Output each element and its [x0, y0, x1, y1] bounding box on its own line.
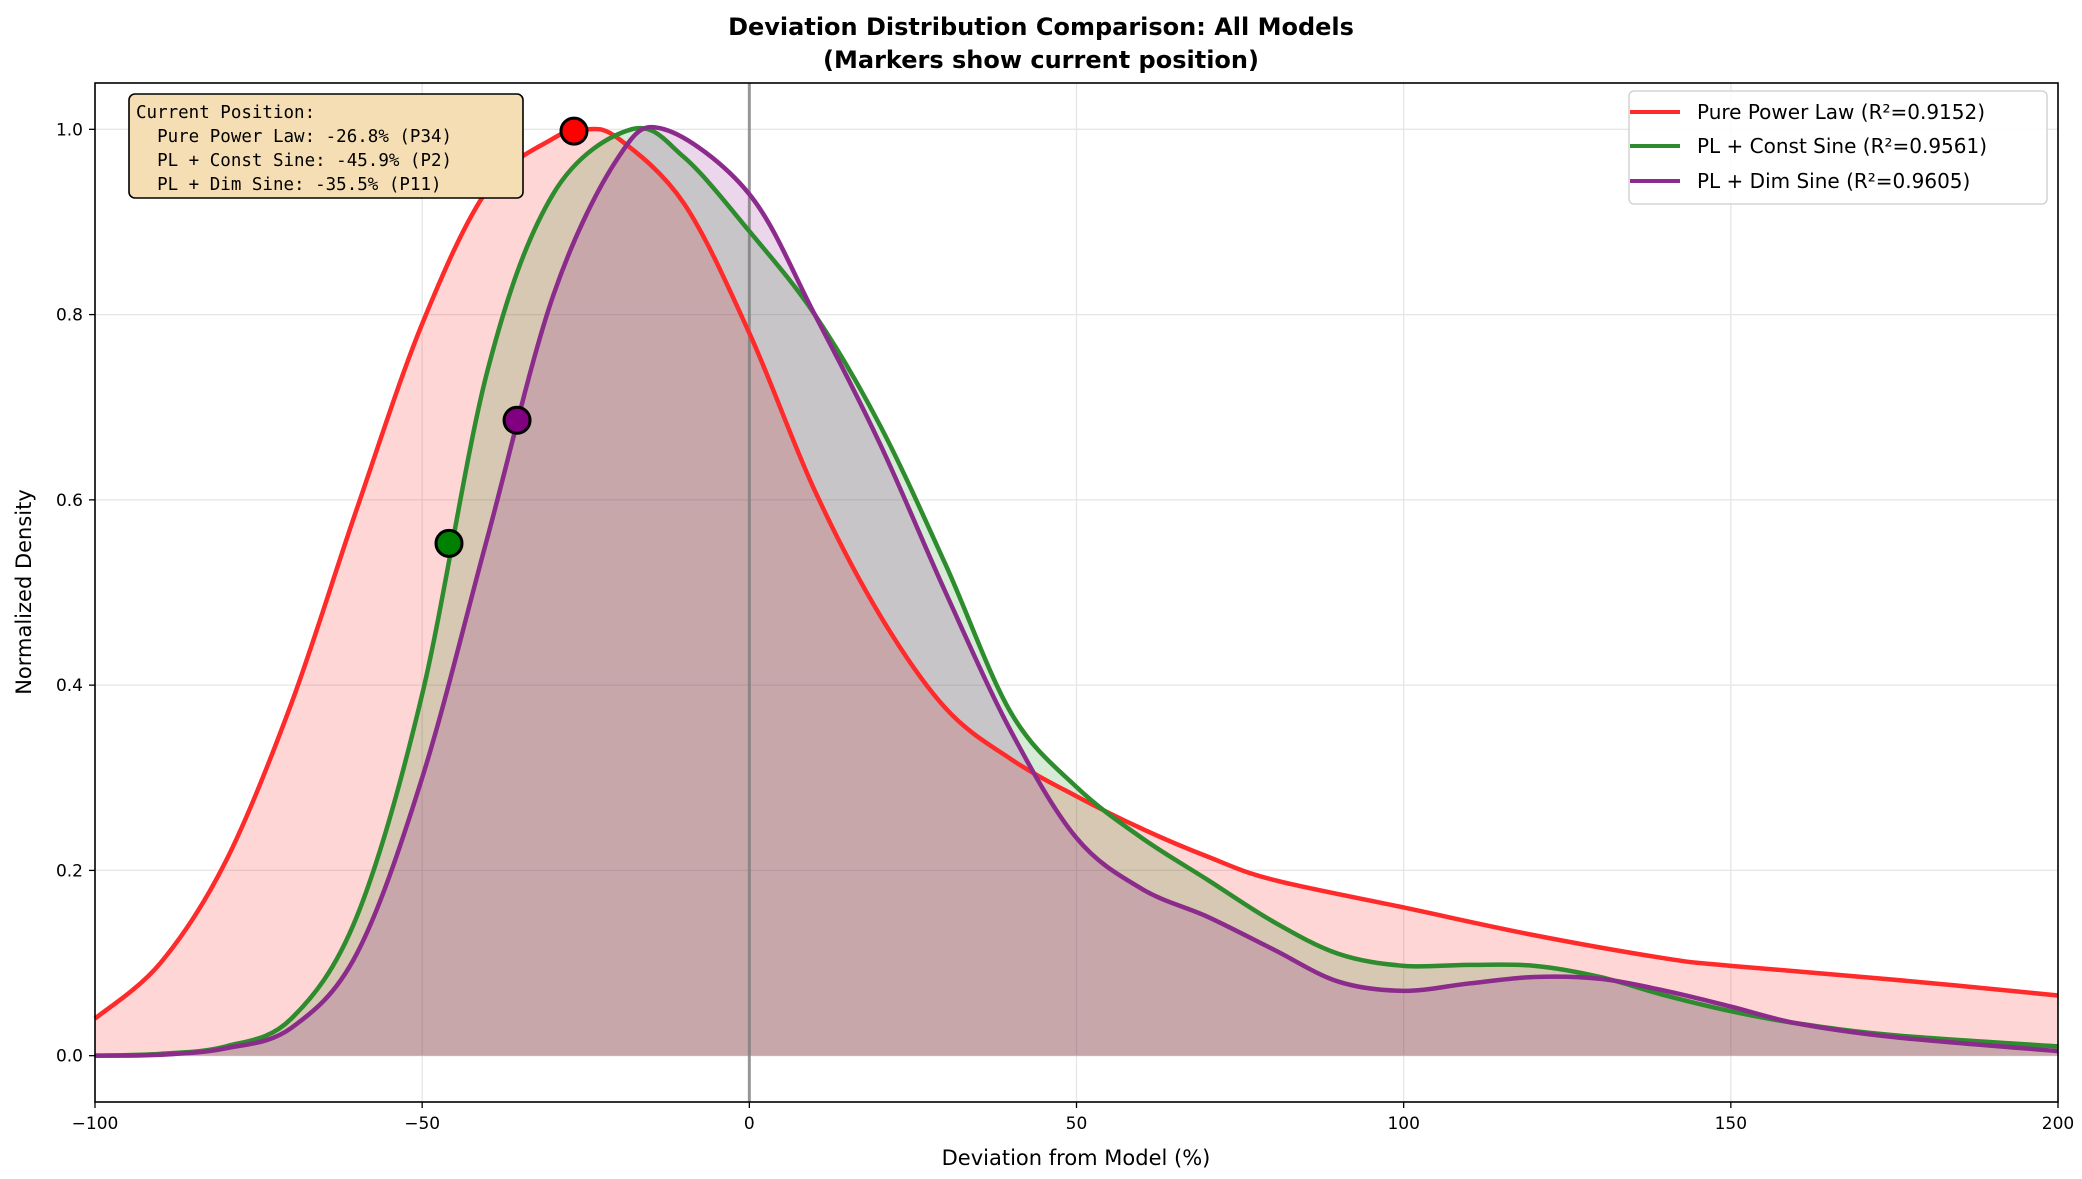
annotation-line: Pure Power Law: -26.8% (P34)	[136, 127, 452, 147]
x-tick-label: 150	[1715, 1114, 1747, 1134]
y-axis-label: Normalized Density	[12, 489, 36, 695]
annotation-box: Current Position: Pure Power Law: -26.8%…	[128, 93, 524, 199]
legend-entry: PL + Dim Sine (R²=0.9605)	[1697, 169, 1970, 193]
x-axis-label: Deviation from Model (%)	[942, 1146, 1211, 1170]
x-tick-label: −100	[72, 1114, 119, 1134]
series-lines	[93, 124, 2059, 1058]
series-fill-2	[95, 127, 2058, 1056]
current-position-markers	[434, 116, 589, 558]
y-tick-label: 0.6	[56, 491, 83, 511]
position-marker-1	[434, 528, 464, 558]
series-line-0	[93, 126, 2059, 1021]
y-tick-label: 0.8	[56, 306, 83, 326]
chart-subtitle: (Markers show current position)	[823, 46, 1259, 74]
x-tick-label: −50	[404, 1114, 440, 1134]
y-tick-label: 0.0	[56, 1047, 83, 1067]
annotation-line: PL + Dim Sine: -35.5% (P11)	[136, 175, 442, 195]
y-tick-label: 0.2	[56, 861, 83, 881]
y-tick-label: 0.4	[56, 676, 83, 696]
x-tick-label: 100	[1387, 1114, 1419, 1134]
y-axis-ticks: 0.0 0.2 0.4 0.6 0.8 1.0	[56, 120, 95, 1067]
series-fill-0	[95, 128, 2058, 1056]
x-axis-ticks: −100 −50 0 50 100 150 200	[72, 1102, 2074, 1134]
chart-title: Deviation Distribution Comparison: All M…	[728, 13, 1354, 41]
series-fills	[95, 127, 2058, 1056]
position-marker-0	[559, 116, 589, 146]
legend: Pure Power Law (R²=0.9152) PL + Const Si…	[1628, 90, 2048, 205]
legend-entry: Pure Power Law (R²=0.9152)	[1697, 100, 1985, 124]
series-fill-1	[95, 128, 2058, 1056]
x-tick-label: 50	[1066, 1114, 1088, 1134]
annotation-line: PL + Const Sine: -45.9% (P2)	[136, 151, 452, 171]
annotation-title: Current Position:	[136, 103, 315, 123]
position-marker-2	[502, 405, 532, 435]
legend-entry: PL + Const Sine (R²=0.9561)	[1697, 134, 1987, 158]
x-tick-label: 0	[744, 1114, 755, 1134]
series-line-2	[94, 124, 2059, 1058]
x-tick-label: 200	[2042, 1114, 2074, 1134]
y-tick-label: 1.0	[56, 120, 83, 140]
